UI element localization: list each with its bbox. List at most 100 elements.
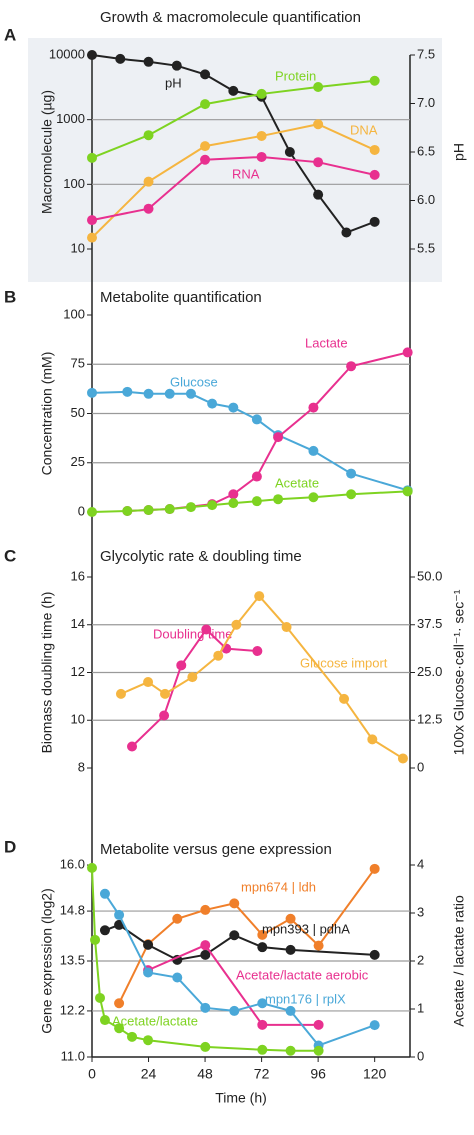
data-point — [231, 619, 242, 630]
data-point — [200, 1041, 211, 1052]
data-point — [115, 688, 126, 699]
data-point — [256, 151, 267, 162]
y-tick-label: 12 — [71, 664, 85, 679]
y-tick-label: 10000 — [49, 46, 85, 61]
data-point — [160, 688, 171, 699]
y-axis-label: Biomass doubling time (h) — [39, 592, 55, 754]
data-point — [251, 471, 262, 482]
data-point — [285, 913, 296, 924]
data-point — [114, 909, 125, 920]
y2-axis-label: pH — [451, 143, 467, 161]
y2-tick-label: 4 — [417, 856, 424, 871]
data-point — [369, 75, 380, 86]
data-point — [308, 445, 319, 456]
x-tick-label: 72 — [254, 1066, 270, 1082]
series-line — [91, 490, 408, 513]
data-point — [171, 60, 182, 71]
panel-letter: A — [4, 25, 16, 44]
data-point — [115, 53, 126, 64]
series-label: DNA — [350, 122, 378, 137]
y-tick-label: 11.0 — [61, 1048, 85, 1063]
data-point — [228, 402, 239, 413]
series-line — [91, 79, 375, 159]
data-point — [143, 176, 154, 187]
panel-title: Metabolite quantification — [100, 289, 262, 306]
y-tick-label: 100 — [63, 176, 85, 191]
data-point — [87, 387, 97, 398]
data-point — [346, 468, 357, 479]
data-point — [257, 942, 268, 953]
series-label: RNA — [232, 166, 260, 181]
data-point — [99, 888, 110, 899]
data-point — [159, 710, 170, 721]
data-point — [143, 388, 154, 399]
y-tick-label: 16.0 — [60, 856, 85, 871]
panel-title: Glycolytic rate & doubling time — [100, 548, 302, 565]
data-point — [95, 992, 106, 1003]
y-axis-label: Macromolecule (µg) — [39, 90, 55, 214]
data-point — [201, 624, 212, 635]
series-label: Doubling time — [153, 626, 233, 641]
y-tick-label: 75 — [71, 356, 85, 371]
y2-tick-label: 6.5 — [417, 143, 435, 158]
y-tick-label: 100 — [63, 306, 85, 321]
data-point — [285, 1045, 296, 1056]
data-point — [99, 1015, 110, 1026]
data-point — [339, 693, 350, 704]
data-point — [369, 1020, 380, 1031]
y2-axis-label: 100x Glucose·cell⁻¹· sec⁻¹ — [451, 589, 467, 755]
panel-letter: C — [4, 546, 16, 565]
data-point — [143, 203, 154, 214]
y2-tick-label: 1 — [417, 1000, 424, 1015]
data-point — [200, 904, 211, 915]
data-point — [87, 232, 97, 243]
data-point — [369, 169, 380, 180]
data-point — [369, 144, 380, 155]
data-point — [200, 1002, 211, 1013]
data-point — [257, 1019, 268, 1030]
series-line — [91, 123, 376, 239]
data-point — [172, 913, 183, 924]
data-point — [367, 734, 378, 745]
y-tick-label: 1000 — [56, 111, 85, 126]
data-point — [213, 650, 224, 661]
y2-tick-label: 0 — [417, 1048, 424, 1063]
x-tick-label: 0 — [88, 1066, 96, 1082]
panel-letter: D — [4, 837, 16, 856]
y2-tick-label: 5.5 — [417, 240, 435, 255]
series-label: mpn674 | ldh — [241, 879, 316, 894]
y2-tick-label: 0 — [417, 759, 424, 774]
y2-tick-label: 50.0 — [417, 568, 442, 583]
data-point — [90, 934, 101, 945]
data-point — [185, 502, 196, 513]
data-point — [127, 741, 138, 752]
data-point — [341, 227, 352, 238]
data-point — [122, 386, 133, 397]
data-point — [313, 1045, 324, 1056]
data-point — [87, 215, 97, 226]
data-point — [284, 147, 295, 157]
y2-axis-label: Acetate / lactate ratio — [451, 895, 467, 1027]
data-point — [114, 919, 125, 930]
series-label: Acetate/lactate — [112, 1013, 198, 1028]
data-point — [143, 56, 154, 67]
series-label: pH — [165, 75, 182, 90]
data-point — [143, 130, 154, 141]
series-label: mpn393 | pdhA — [262, 921, 350, 936]
data-point — [313, 119, 324, 130]
series-line — [104, 893, 376, 1047]
data-point — [397, 753, 408, 764]
data-point — [200, 940, 211, 951]
data-point — [87, 862, 97, 873]
y-tick-label: 16 — [71, 568, 85, 583]
data-point — [313, 189, 324, 200]
y-tick-label: 13.5 — [60, 952, 85, 967]
data-point — [281, 622, 292, 633]
y-tick-label: 0 — [78, 503, 85, 518]
series-line — [91, 390, 408, 492]
data-point — [114, 1023, 125, 1034]
y-tick-label: 25 — [71, 454, 85, 469]
data-point — [229, 930, 240, 941]
data-point — [114, 998, 125, 1009]
y-tick-label: 14.8 — [60, 903, 85, 918]
